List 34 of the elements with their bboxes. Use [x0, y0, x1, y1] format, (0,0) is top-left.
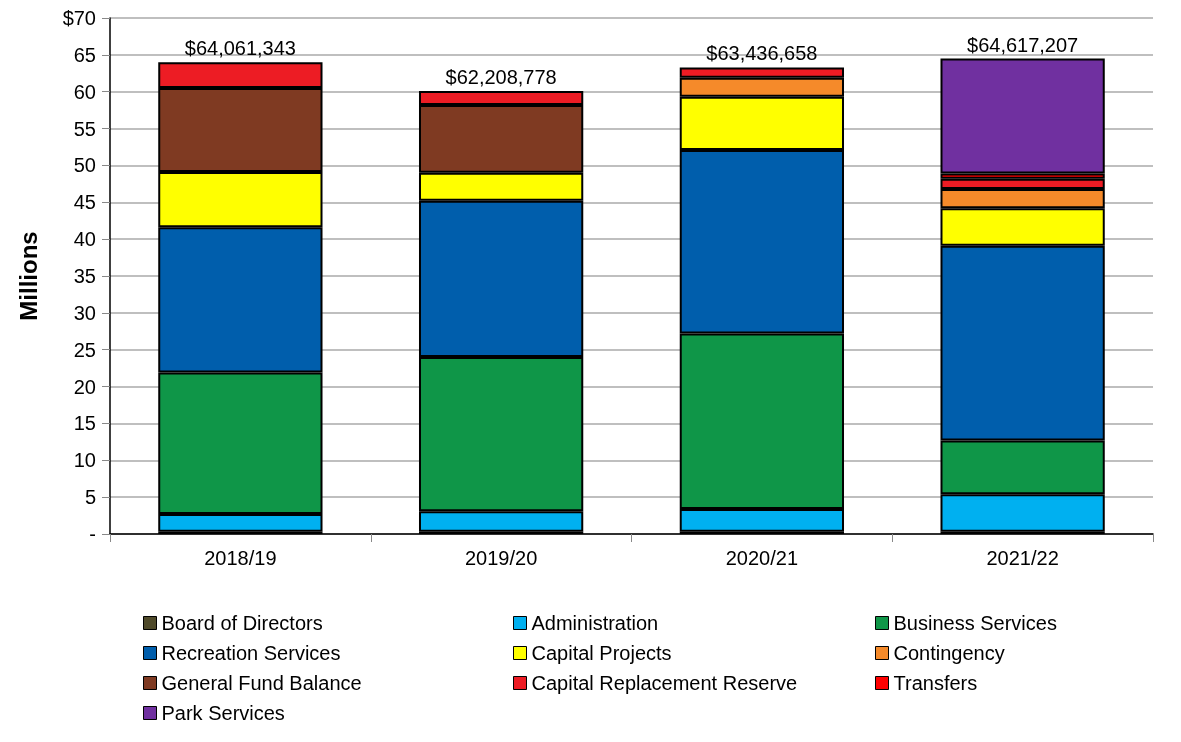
legend-label: Business Services — [893, 612, 1057, 634]
y-tick-label: 5 — [84, 486, 96, 509]
y-tick-label: 35 — [73, 265, 96, 287]
y-tick-label: 10 — [73, 449, 96, 472]
annotation: $62,208,778 — [445, 65, 557, 88]
annotation: $64,061,343 — [184, 37, 296, 60]
y-tick-label: 20 — [73, 375, 96, 398]
y-tick-label: 55 — [73, 117, 96, 140]
x-tick-label: 2021/22 — [986, 547, 1059, 569]
legend-label: Capital Projects — [531, 642, 672, 664]
legend-label: Capital Replacement Reserve — [531, 672, 798, 694]
y-tick-label: 45 — [73, 191, 96, 214]
x-tick-label: 2020/21 — [725, 547, 799, 569]
y-tick-label: $70 — [62, 7, 96, 29]
legend-label: Contingency — [893, 642, 1005, 664]
legend-label: General Fund Balance — [161, 672, 362, 694]
x-tick-label: 2019/20 — [464, 547, 538, 569]
legend-label: Park Services — [161, 702, 285, 724]
y-tick-label: - — [89, 523, 96, 545]
y-tick-label: 50 — [73, 154, 96, 177]
y-tick-label: 30 — [73, 301, 96, 324]
y-tick-label: 15 — [73, 412, 96, 435]
y-tick-label: 40 — [73, 228, 96, 251]
annotation: $64,617,207 — [967, 33, 1079, 56]
y-tick-label: 65 — [73, 43, 96, 66]
y-tick-label: 60 — [73, 80, 96, 103]
y-axis-title: Millions — [14, 231, 42, 321]
legend-label: Transfers — [893, 672, 978, 694]
x-tick-label: 2018/19 — [204, 547, 277, 569]
legend-label: Administration — [531, 612, 659, 634]
legend-label: Board of Directors — [161, 612, 323, 634]
legend-label: Recreation Services — [161, 642, 341, 664]
annotation: $63,436,658 — [706, 42, 818, 65]
y-tick-label: 25 — [73, 338, 96, 361]
